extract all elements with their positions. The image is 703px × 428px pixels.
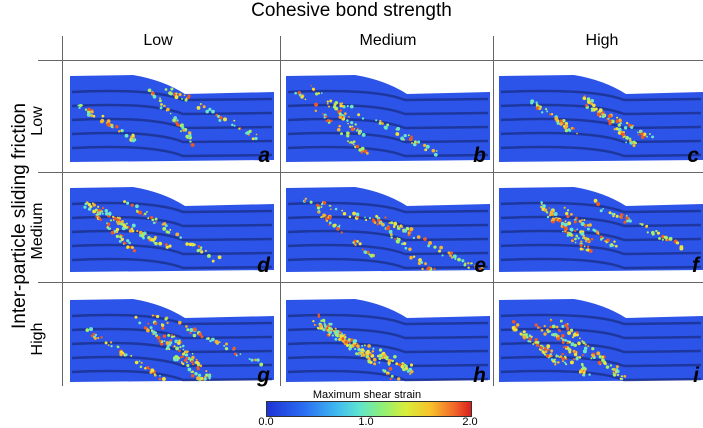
panel-i: i xyxy=(497,288,703,388)
panel-label-f: f xyxy=(692,254,699,277)
grid-divider xyxy=(493,36,494,386)
colorbar-title: Maximum shear strain xyxy=(312,389,422,401)
slope-simulation-image xyxy=(286,299,490,382)
panel-label-g: g xyxy=(257,364,270,387)
panel-c: c xyxy=(497,68,703,168)
panel-h: h xyxy=(284,288,492,388)
panel-label-c: c xyxy=(687,144,699,167)
slope-simulation-image xyxy=(286,187,490,272)
slope-simulation-image xyxy=(499,75,703,162)
slope-simulation-image xyxy=(286,75,490,162)
row-axis-title: Inter-particle sliding friction xyxy=(9,103,30,329)
slope-simulation-image xyxy=(70,75,274,162)
slope-simulation-image xyxy=(70,187,274,272)
grid-divider xyxy=(280,36,281,386)
row-header-high: High xyxy=(29,322,46,356)
column-header-medium: Medium xyxy=(359,32,417,49)
colorbar-tick: 1.0 xyxy=(358,416,374,428)
panel-b: b xyxy=(284,68,492,168)
panel-label-h: h xyxy=(473,364,486,387)
column-header-low: Low xyxy=(143,32,173,49)
panel-label-b: b xyxy=(473,144,486,167)
panel-g: g xyxy=(68,288,276,388)
grid-divider xyxy=(62,36,63,386)
panel-label-d: d xyxy=(257,254,270,277)
row-header-low: Low xyxy=(29,106,46,136)
panel-f: f xyxy=(497,178,703,278)
slope-simulation-image xyxy=(499,299,703,382)
panel-label-i: i xyxy=(693,364,699,387)
colorbar-tick: 2.0 xyxy=(462,416,478,428)
figure-title: Cohesive bond strength xyxy=(251,0,452,21)
slope-simulation-image xyxy=(499,187,703,272)
panel-label-e: e xyxy=(474,254,486,277)
grid-divider xyxy=(38,60,703,61)
colorbar-tick: 0.0 xyxy=(258,416,274,428)
panel-label-a: a xyxy=(258,144,270,167)
column-header-high: High xyxy=(585,32,619,49)
slope-simulation-image xyxy=(70,299,274,382)
panel-e: e xyxy=(284,178,492,278)
colorbar xyxy=(266,401,472,417)
row-header-medium: Medium xyxy=(29,202,46,260)
grid-divider xyxy=(38,282,703,283)
grid-divider xyxy=(38,172,703,173)
panel-d: d xyxy=(68,178,276,278)
panel-a: a xyxy=(68,68,276,168)
